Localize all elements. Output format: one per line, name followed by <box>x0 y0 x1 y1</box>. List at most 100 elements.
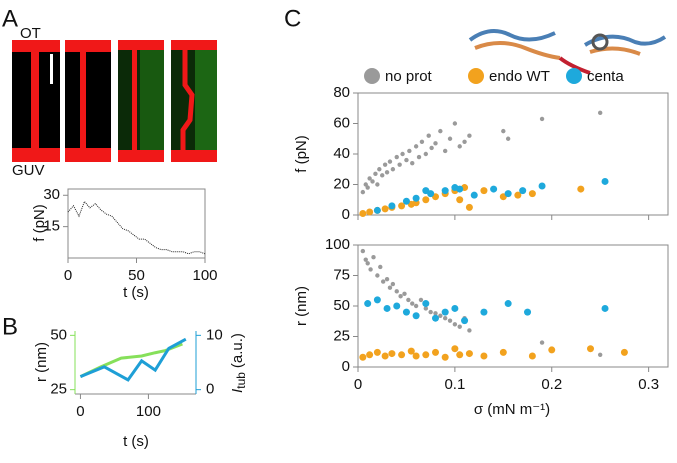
point <box>398 351 406 359</box>
point <box>465 350 473 358</box>
x-tick-label: 100 <box>136 403 161 420</box>
point <box>587 345 594 353</box>
point <box>407 347 415 355</box>
image-label: OT <box>20 25 41 42</box>
point <box>462 139 467 144</box>
legend-marker <box>468 68 484 84</box>
point <box>548 346 556 354</box>
micrographs <box>12 40 217 162</box>
point <box>524 308 532 316</box>
point <box>452 121 458 126</box>
point <box>480 187 488 195</box>
legend-marker <box>364 68 380 84</box>
point <box>577 185 585 193</box>
legend-label: endo WT <box>489 68 550 85</box>
point <box>480 352 488 360</box>
point <box>423 151 429 157</box>
y-tick-label: 0 <box>342 358 350 375</box>
y2-tick-label: 10 <box>206 326 223 343</box>
x-axis-label: σ (mN m⁻¹) <box>474 401 550 418</box>
point <box>359 209 367 217</box>
point <box>490 185 498 193</box>
protein-structures <box>468 29 667 75</box>
point <box>398 294 403 299</box>
y-axis-label: r (nm) <box>293 286 310 326</box>
y-tick-label: 25 <box>50 381 67 398</box>
point <box>388 202 396 210</box>
point <box>451 345 459 353</box>
point <box>384 170 390 175</box>
point <box>366 208 374 216</box>
point <box>373 171 378 177</box>
x-tick-label: 0.3 <box>638 376 659 393</box>
y-axis-label: f (pN) <box>293 135 310 173</box>
point <box>467 328 472 333</box>
point <box>390 281 396 287</box>
point <box>373 296 381 304</box>
x-axis-label: t (s) <box>123 284 149 301</box>
point <box>514 191 522 199</box>
y-tick-label: 0 <box>342 206 350 223</box>
y-tick-label: 50 <box>50 326 67 343</box>
panel-label: B <box>2 313 18 340</box>
point <box>365 185 370 190</box>
point <box>441 353 449 361</box>
point <box>384 276 390 282</box>
point <box>504 300 512 308</box>
y-tick-label: 30 <box>43 186 60 203</box>
y-tick-label: 20 <box>333 175 350 192</box>
point <box>620 348 628 356</box>
point <box>597 352 603 357</box>
point <box>422 351 430 359</box>
point <box>441 308 449 316</box>
point <box>366 351 374 359</box>
point <box>402 291 407 296</box>
point <box>504 190 512 198</box>
point <box>383 304 391 312</box>
point <box>601 304 609 312</box>
y-tick-label: 40 <box>333 145 350 162</box>
point <box>456 351 464 359</box>
point <box>365 261 370 266</box>
point <box>380 173 385 178</box>
point <box>456 185 464 193</box>
point <box>597 110 603 116</box>
point <box>375 273 380 278</box>
point <box>378 264 383 270</box>
point <box>432 314 439 322</box>
point <box>470 191 478 199</box>
point <box>519 187 527 195</box>
point <box>426 133 431 138</box>
point <box>538 182 546 190</box>
point <box>360 189 366 195</box>
point <box>404 157 409 163</box>
point <box>398 202 406 210</box>
point <box>394 289 399 294</box>
point <box>397 162 402 167</box>
series-line <box>79 337 187 382</box>
point <box>402 308 410 316</box>
point <box>452 322 458 327</box>
point <box>393 302 401 310</box>
point <box>441 187 449 195</box>
point <box>387 159 393 164</box>
point <box>429 145 434 151</box>
x-tick-label: 50 <box>128 267 145 284</box>
label-sub: tub <box>234 372 248 389</box>
point <box>373 348 381 356</box>
point <box>402 197 410 205</box>
point <box>359 353 367 361</box>
point <box>501 128 506 134</box>
y2-tick-label: 0 <box>206 381 214 398</box>
point <box>601 177 609 185</box>
legend-marker <box>566 68 582 84</box>
point <box>456 196 464 204</box>
panel-label: C <box>284 5 301 32</box>
y-tick-label: 15 <box>43 218 60 235</box>
point <box>465 203 473 211</box>
y2-axis-label: Itub (a.u.) <box>229 333 248 393</box>
point <box>480 308 488 316</box>
point <box>419 139 425 144</box>
point <box>407 148 412 154</box>
